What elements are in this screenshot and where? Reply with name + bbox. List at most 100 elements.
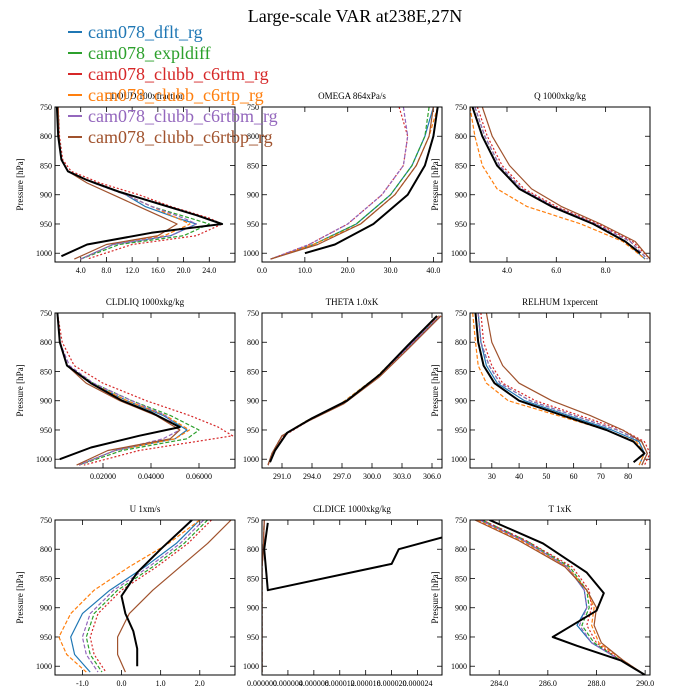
panel-title: OMEGA 864xPa/s xyxy=(318,91,386,101)
x-tick-label: 2.0 xyxy=(195,679,205,688)
series-line-cam078_clubb_c6rtbp_rg xyxy=(474,520,646,675)
series-line-obs xyxy=(120,520,193,667)
x-tick-label: 20.0 xyxy=(341,266,355,275)
panel-3: Q 1000xkg/kg Pressure [hPa] 750 800 850 900 95… xyxy=(430,91,651,275)
series-line-cam078_clubb_c6rtm_rg xyxy=(57,107,223,260)
y-tick-label: 750 xyxy=(40,103,52,112)
series-line-cam078_clubb_c6rtbp_rg xyxy=(481,107,650,260)
x-tick-label: 303.0 xyxy=(393,472,411,481)
panel-title: T 1xK xyxy=(548,504,572,514)
series-line-cam078_clubb_c6rtbm_rg xyxy=(479,520,646,675)
x-tick-label: 6.0 xyxy=(551,266,561,275)
y-tick-label: 950 xyxy=(247,426,259,435)
series-line-cam078_clubb_c6rtp_rg xyxy=(58,520,201,673)
series-group xyxy=(262,520,442,673)
series-line-cam078_clubb_c6rtbp_rg xyxy=(262,520,265,673)
series-line-obs xyxy=(263,522,442,592)
plot-frame xyxy=(261,312,443,469)
y-tick-label: 850 xyxy=(455,161,467,170)
series-line-cam078_clubb_c6rtbp_rg xyxy=(267,315,442,466)
y-tick-label: 850 xyxy=(247,367,259,376)
x-tick-label: 24.0 xyxy=(202,266,216,275)
series-line-cam078_clubb_c6rtp_rg xyxy=(270,107,439,260)
series-line-cam078_clubb_c6rtbp_rg xyxy=(270,107,434,260)
y-tick-label: 800 xyxy=(40,132,52,141)
panel-2: OMEGA 864xPa/s 750 800 850 900 950 1000 0.0 10.0… xyxy=(243,91,443,275)
series-line-cam078_dflt_rg xyxy=(477,313,646,466)
series-group xyxy=(470,107,650,260)
x-tick-label: 50 xyxy=(542,472,550,481)
y-axis-label: Pressure [hPa] xyxy=(15,364,25,416)
series-line-cam078_clubb_c6rtbp_rg xyxy=(56,313,181,466)
panels: CLOUD 100xfraction Pressure [hPa] 750 800 85… xyxy=(15,91,654,688)
x-tick-label: 0.000000 xyxy=(247,679,277,688)
y-tick-label: 1000 xyxy=(36,455,52,464)
legend: cam078_dflt_rgcam078_expldiffcam078_club… xyxy=(68,22,278,147)
y-tick-label: 1000 xyxy=(36,662,52,671)
panel-8: CLDICE 1000xkg/kg 750 800 850 900 950 1000 0.00… xyxy=(243,504,443,688)
y-tick-label: 800 xyxy=(247,338,259,347)
series-line-cam078_clubb_c6rtbm_rg xyxy=(56,313,181,466)
y-tick-label: 1000 xyxy=(243,662,259,671)
y-tick-label: 1000 xyxy=(36,249,52,258)
y-tick-label: 800 xyxy=(40,338,52,347)
x-tick-label: 0.000016 xyxy=(351,679,381,688)
series-group xyxy=(270,107,439,260)
y-tick-label: 800 xyxy=(455,545,467,554)
panel-title: CLDICE 1000xkg/kg xyxy=(313,504,391,514)
x-tick-label: 4.0 xyxy=(76,266,86,275)
y-tick-label: 750 xyxy=(247,516,259,525)
x-tick-label: 294.0 xyxy=(303,472,321,481)
series-line-obs xyxy=(269,315,438,463)
y-tick-label: 800 xyxy=(455,132,467,141)
plot-frame xyxy=(469,519,651,676)
series-line-cam078_clubb_c6rtp_rg xyxy=(267,315,440,466)
y-tick-label: 800 xyxy=(40,545,52,554)
plot-frame xyxy=(54,312,236,469)
x-tick-label: 297.0 xyxy=(333,472,351,481)
y-tick-label: 950 xyxy=(40,633,52,642)
y-tick-label: 850 xyxy=(40,574,52,583)
series-line-cam078_clubb_c6rtp_rg xyxy=(477,520,646,675)
legend-entry: cam078_clubb_c6rtm_rg xyxy=(88,64,269,84)
y-tick-label: 750 xyxy=(455,103,467,112)
panel-title: U 1xm/s xyxy=(130,504,161,514)
y-tick-label: 1000 xyxy=(243,455,259,464)
plot-frame xyxy=(261,106,443,263)
y-tick-label: 750 xyxy=(247,103,259,112)
y-tick-label: 900 xyxy=(40,397,52,406)
x-tick-label: 60 xyxy=(570,472,578,481)
x-tick-label: -1.0 xyxy=(76,679,89,688)
x-tick-label: 291.0 xyxy=(273,472,291,481)
series-line-cam078_expldiff xyxy=(56,313,200,466)
series-line-cam078_clubb_c6rtp_rg xyxy=(56,313,190,466)
panel-title: CLDLIQ 1000xkg/kg xyxy=(106,297,185,307)
series-group xyxy=(56,313,234,466)
panel-7: U 1xm/s Pressure [hPa] 750 800 850 900 950 1000… xyxy=(15,504,236,688)
y-tick-label: 950 xyxy=(455,633,467,642)
y-tick-label: 900 xyxy=(455,604,467,613)
series-line-cam078_dflt_rg xyxy=(479,520,646,675)
y-axis-label: Pressure [hPa] xyxy=(430,158,440,210)
x-tick-label: 80 xyxy=(624,472,632,481)
series-line-cam078_dflt_rg xyxy=(70,520,201,673)
series-line-cam078_clubb_c6rtm_rg xyxy=(56,313,234,466)
x-tick-label: 4.0 xyxy=(502,266,512,275)
y-tick-label: 900 xyxy=(455,191,467,200)
y-tick-label: 950 xyxy=(247,633,259,642)
panel-9: T 1xK Pressure [hPa] 750 800 850 900 950 1000 28… xyxy=(430,504,654,688)
legend-entry: cam078_expldiff xyxy=(88,43,211,63)
y-tick-label: 850 xyxy=(40,367,52,376)
series-line-cam078_expldiff xyxy=(481,520,646,675)
y-tick-label: 900 xyxy=(247,191,259,200)
y-tick-label: 1000 xyxy=(451,249,467,258)
x-tick-label: 70 xyxy=(597,472,605,481)
x-tick-label: 16.0 xyxy=(151,266,165,275)
x-tick-label: 0.0 xyxy=(257,266,267,275)
plot-frame xyxy=(261,519,443,676)
series-line-cam078_clubb_c6rtm_rg xyxy=(480,313,650,466)
y-tick-label: 1000 xyxy=(451,455,467,464)
x-tick-label: 0.000012 xyxy=(325,679,355,688)
plot-frame xyxy=(469,106,651,263)
